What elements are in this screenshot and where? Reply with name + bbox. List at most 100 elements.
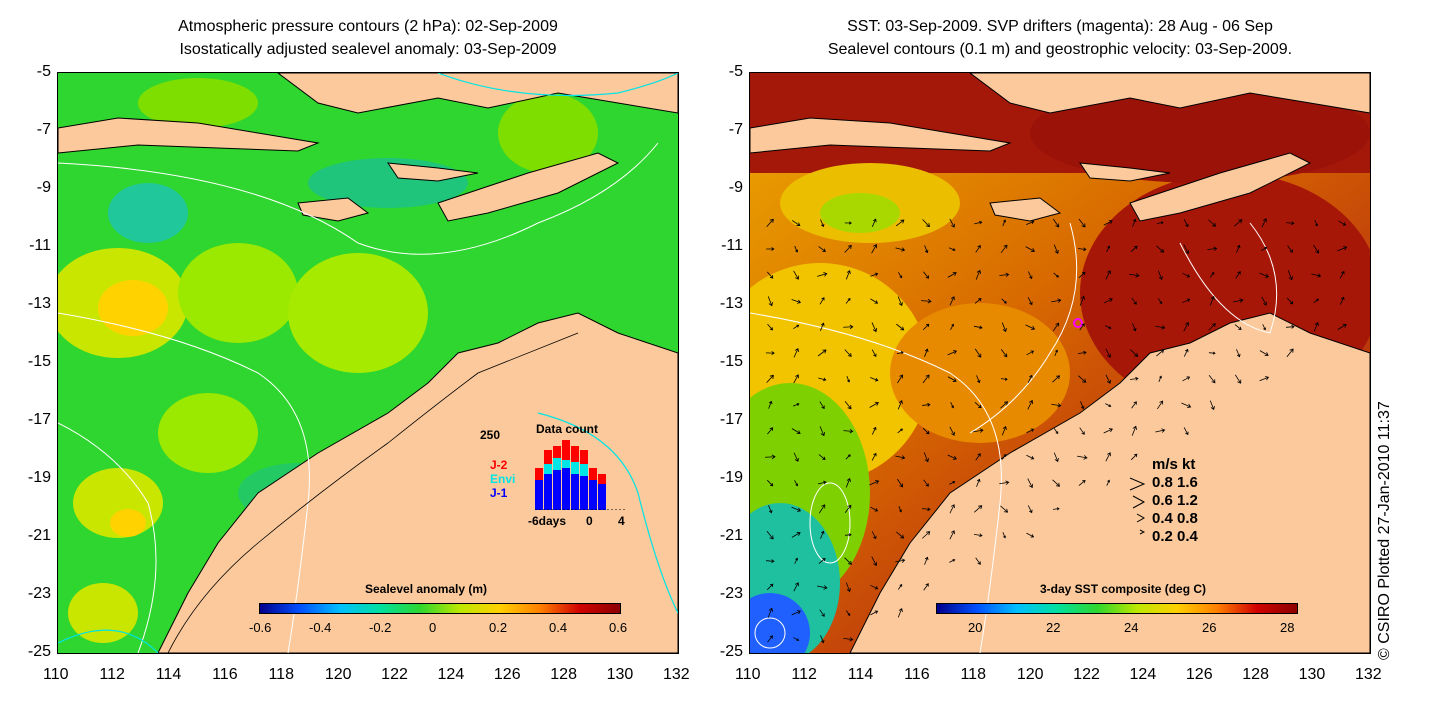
velocity-arrow: [844, 401, 852, 410]
velocity-arrow: [950, 323, 955, 330]
velocity-arrow: [794, 245, 799, 253]
velocity-arrow: [947, 350, 958, 356]
velocity-arrow: [949, 480, 956, 485]
velocity-arrow: [1026, 220, 1035, 226]
velocity-arrow: [1079, 323, 1085, 331]
velocity-arrow: [845, 297, 851, 304]
velocity-arrow: [1077, 350, 1087, 355]
velocity-arrow: [1311, 273, 1322, 278]
velocity-arrow: [767, 607, 773, 618]
velocity-arrow: [1313, 298, 1319, 304]
velocity-arrow: [898, 506, 902, 513]
right-x-tick: 132: [1355, 666, 1382, 683]
velocity-arrow: [897, 607, 903, 618]
velocity-arrow: [949, 504, 955, 514]
velocity-arrow: [1208, 323, 1216, 331]
velocity-arrow: [1053, 452, 1059, 463]
land-indonesia-north: [277, 73, 678, 114]
velocity-arrow: [1339, 270, 1345, 279]
velocity-arrow: [845, 454, 851, 460]
velocity-arrow: [1157, 270, 1163, 281]
velocity-arrow: [1286, 221, 1295, 226]
land-australia-sst: [849, 312, 1370, 653]
velocity-arrow: [1339, 296, 1345, 305]
velocity-arrow: [845, 270, 851, 280]
velocity-arrow: [922, 219, 930, 228]
sst-field: [750, 73, 1370, 653]
velocity-arrow: [1027, 297, 1033, 306]
land-indonesia-north-sst: [969, 73, 1370, 114]
velocity-arrow: [1183, 427, 1189, 436]
velocity-arrow: [1053, 428, 1059, 435]
left-y-tick: -13: [27, 295, 51, 312]
velocity-arrow: [1054, 349, 1058, 357]
left-x-tick: 112: [99, 666, 125, 683]
velocity-arrow: [764, 454, 776, 460]
velocity-arrow: [1236, 244, 1241, 253]
velocity-arrow: [768, 505, 773, 514]
velocity-arrow: [976, 478, 981, 487]
velocity-arrow: [1261, 296, 1267, 306]
velocity-arrow: [818, 504, 826, 514]
velocity-arrow: [999, 272, 1010, 277]
colorbar-tick: -0.6: [249, 620, 272, 635]
velocity-arrow: [1053, 272, 1059, 278]
velocity-arrow: [766, 583, 774, 591]
colorbar-tick: -0.4: [309, 620, 332, 635]
velocity-arrow: [1052, 507, 1060, 511]
velocity-arrow: [895, 219, 905, 227]
velocity-arrow: [1338, 220, 1347, 226]
velocity-arrow: [1183, 321, 1190, 332]
left-x-tick: 116: [212, 666, 238, 683]
velocity-arrow: [1027, 399, 1034, 410]
velocity-arrow: [1236, 349, 1241, 358]
velocity-arrow: [924, 348, 929, 357]
velocity-arrow: [845, 582, 851, 593]
velocity-arrow: [1287, 245, 1293, 253]
velocity-arrow: [1182, 272, 1191, 278]
velocity-arrow: [767, 427, 774, 435]
velocity-arrow: [1106, 479, 1110, 486]
velocity-arrow: [1234, 324, 1242, 330]
colorbar-tick: 22: [1046, 620, 1061, 635]
right-x-tick: 130: [1298, 666, 1326, 683]
velocity-arrow: [844, 221, 852, 225]
velocity-arrow: [1337, 323, 1347, 330]
velocity-arrow: [820, 530, 825, 539]
velocity-arrow: [767, 635, 773, 643]
left-x-tick: 130: [606, 666, 634, 683]
velocity-arrow: [1209, 271, 1215, 278]
velocity-arrow: [844, 533, 852, 537]
colorbar-tick: 0.4: [549, 620, 568, 635]
velocity-arrow: [766, 559, 775, 564]
velocity-arrow: [793, 324, 800, 330]
land-java-sst: [750, 117, 1012, 154]
velocity-arrow: [949, 530, 955, 540]
velocity-arrow: [819, 297, 825, 305]
velocity-arrow: [1156, 245, 1165, 253]
credit-text: © CSIRO Plotted 27-Jan-2010 11:37: [1376, 401, 1393, 660]
speed-legend-row-2: 0.6 1.2: [1152, 492, 1198, 509]
velocity-arrow: [975, 244, 981, 253]
right-y-tick: -9: [728, 179, 743, 196]
velocity-arrow: [1131, 425, 1137, 436]
velocity-arrow: [1234, 374, 1242, 384]
velocity-arrow: [819, 609, 825, 617]
velocity-arrow: [1183, 219, 1189, 228]
velocity-arrow: [1158, 375, 1162, 382]
velocity-arrow: [817, 480, 827, 485]
velocity-arrow: [897, 400, 903, 410]
velocity-arrow: [791, 506, 802, 512]
velocity-arrow: [871, 322, 878, 333]
velocity-arrow: [895, 455, 906, 460]
data-count-xlabel-start: -6days: [528, 514, 567, 528]
velocity-arrow: [820, 322, 825, 331]
colorbar-tick: 26: [1202, 620, 1217, 635]
velocity-arrow: [793, 452, 799, 462]
velocity-arrow: [844, 557, 852, 565]
velocity-arrow: [1025, 324, 1036, 331]
right-x-tick: 112: [791, 666, 817, 683]
velocity-arrow: [1131, 297, 1137, 305]
left-y-tick: -7: [36, 121, 51, 138]
velocity-arrow: [947, 376, 957, 382]
